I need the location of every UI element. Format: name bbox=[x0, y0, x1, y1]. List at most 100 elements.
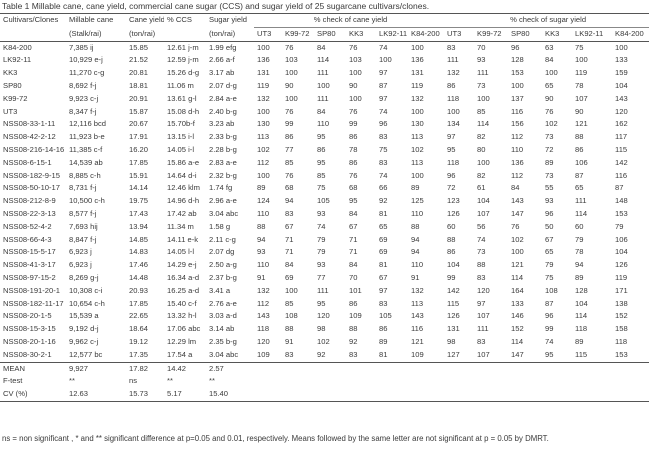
cell: 15.26 d-g bbox=[167, 68, 200, 78]
check-column-header: KK3 bbox=[542, 27, 573, 42]
cell: 10,500 c-h bbox=[69, 196, 105, 206]
cell: 89 bbox=[411, 183, 420, 193]
cell: 85 bbox=[285, 157, 294, 167]
empty-cell bbox=[254, 388, 650, 402]
empty-cell bbox=[0, 27, 66, 42]
cell: 94 bbox=[575, 260, 584, 270]
cell: 11,923 b-e bbox=[69, 132, 105, 142]
cell: 90 bbox=[285, 80, 294, 90]
cell: 108 bbox=[285, 311, 298, 321]
cell: 76 bbox=[285, 42, 294, 52]
cell: 110 bbox=[411, 208, 424, 218]
cell: 86 bbox=[317, 144, 326, 154]
cell: 100 bbox=[447, 106, 460, 116]
cell: 7,693 hij bbox=[69, 221, 98, 231]
cell: 10,654 c-h bbox=[69, 298, 105, 308]
cell: 85 bbox=[477, 106, 486, 116]
check-column-header: SP80 bbox=[508, 27, 543, 42]
cell: 93 bbox=[545, 196, 554, 206]
data-row: KK3 11,270 c-g 20.81 15.26 d-g 3.17 ab 131 100… bbox=[0, 67, 649, 80]
cell: 91 bbox=[285, 336, 294, 346]
cell: 94 bbox=[411, 247, 420, 257]
cell: 88 bbox=[257, 221, 266, 231]
cell: 102 bbox=[411, 144, 424, 154]
row-label: SP80 bbox=[3, 80, 22, 90]
cell: 15.40 bbox=[206, 388, 254, 402]
cell: 100 bbox=[285, 93, 298, 103]
cell: 117 bbox=[615, 132, 628, 142]
cell: 120 bbox=[257, 336, 270, 346]
cell: 118 bbox=[447, 93, 460, 103]
cell: 16.25 a-d bbox=[167, 285, 200, 295]
cell: 128 bbox=[575, 285, 588, 295]
cell: 15.73 bbox=[126, 388, 164, 402]
cell: 2.83 a-e bbox=[209, 157, 237, 167]
row-label: NSS08-191-20-1 bbox=[3, 285, 60, 295]
cell: 101 bbox=[349, 285, 362, 295]
cell: 95 bbox=[349, 196, 358, 206]
cell: 118 bbox=[615, 336, 628, 346]
cell: 56 bbox=[477, 221, 486, 231]
cell: 11.06 m bbox=[167, 80, 194, 90]
cell: 86 bbox=[379, 324, 388, 334]
row-label: NSS08-52-4-2 bbox=[3, 221, 52, 231]
cell: 79 bbox=[317, 234, 326, 244]
cell: 75 bbox=[379, 144, 388, 154]
cell: 123 bbox=[447, 196, 460, 206]
cell: 2.07 dg bbox=[209, 247, 235, 257]
cell: 142 bbox=[447, 285, 460, 295]
cell: 86 bbox=[447, 80, 456, 90]
cell: 6,923 j bbox=[69, 247, 92, 257]
row-label: NSS08-15-5-17 bbox=[3, 247, 56, 257]
cell: 14.96 d-h bbox=[167, 196, 200, 206]
cell: 15.70b-f bbox=[167, 119, 195, 129]
cell: 131 bbox=[447, 324, 460, 334]
summary-row: F-test ** ns ** ** bbox=[0, 375, 649, 388]
cell: 15,539 a bbox=[69, 311, 99, 321]
cell: 126 bbox=[447, 208, 460, 218]
cell: 8,347 f-j bbox=[69, 106, 97, 116]
cell: 84 bbox=[317, 42, 326, 52]
cell: 95 bbox=[447, 144, 456, 154]
cell: 12.63 bbox=[66, 388, 126, 402]
cell: 75 bbox=[575, 42, 584, 52]
cell: 69 bbox=[379, 234, 388, 244]
cell: 105 bbox=[317, 196, 330, 206]
row-label: NSS08-182-11-17 bbox=[3, 298, 64, 308]
cell: 156 bbox=[511, 119, 524, 129]
cell: 100 bbox=[511, 247, 524, 257]
cell: 90 bbox=[575, 106, 584, 116]
cell: 85 bbox=[285, 298, 294, 308]
cell: 67 bbox=[285, 221, 294, 231]
cell: 16.20 bbox=[129, 144, 149, 154]
cell: 86 bbox=[349, 157, 358, 167]
cell: 118 bbox=[575, 324, 588, 334]
cell: 110 bbox=[257, 208, 270, 218]
cell: 100 bbox=[285, 285, 298, 295]
check-column-header: UT3 bbox=[444, 27, 475, 42]
cell: 22.65 bbox=[129, 311, 149, 321]
cell: 9,962 c-j bbox=[69, 336, 99, 346]
cell: 20.91 bbox=[129, 93, 149, 103]
cell: 116 bbox=[411, 324, 424, 334]
cell: 15.91 bbox=[129, 170, 149, 180]
data-row: UT3 8,347 f-j 15.87 15.08 d-h 2.40 b-g 100 76 8… bbox=[0, 106, 649, 119]
cell: 100 bbox=[511, 80, 524, 90]
cell: 1.99 efg bbox=[209, 42, 237, 52]
cell: 83 bbox=[379, 157, 388, 167]
cell: 74 bbox=[477, 234, 486, 244]
cell: 84 bbox=[349, 260, 358, 270]
summary-row: CV (%) 12.63 15.73 5.17 15.40 bbox=[0, 388, 650, 402]
cell: 136 bbox=[411, 55, 424, 65]
cell: 94 bbox=[257, 234, 266, 244]
cell: 11,385 c-f bbox=[69, 144, 103, 154]
cell: 110 bbox=[317, 119, 330, 129]
row-label: NSS08-97-15-2 bbox=[3, 272, 56, 282]
cell: 17.85 bbox=[129, 298, 149, 308]
data-row: NSS08-15-3-15 9,192 d-j 18.64 17.06 abc 3.14… bbox=[0, 323, 649, 336]
row-label: NSS08-20-1-5 bbox=[3, 311, 52, 321]
cell: 14.42 bbox=[164, 361, 206, 376]
cell: 83 bbox=[379, 298, 388, 308]
cell: 89 bbox=[545, 157, 554, 167]
cell: 99 bbox=[545, 324, 554, 334]
